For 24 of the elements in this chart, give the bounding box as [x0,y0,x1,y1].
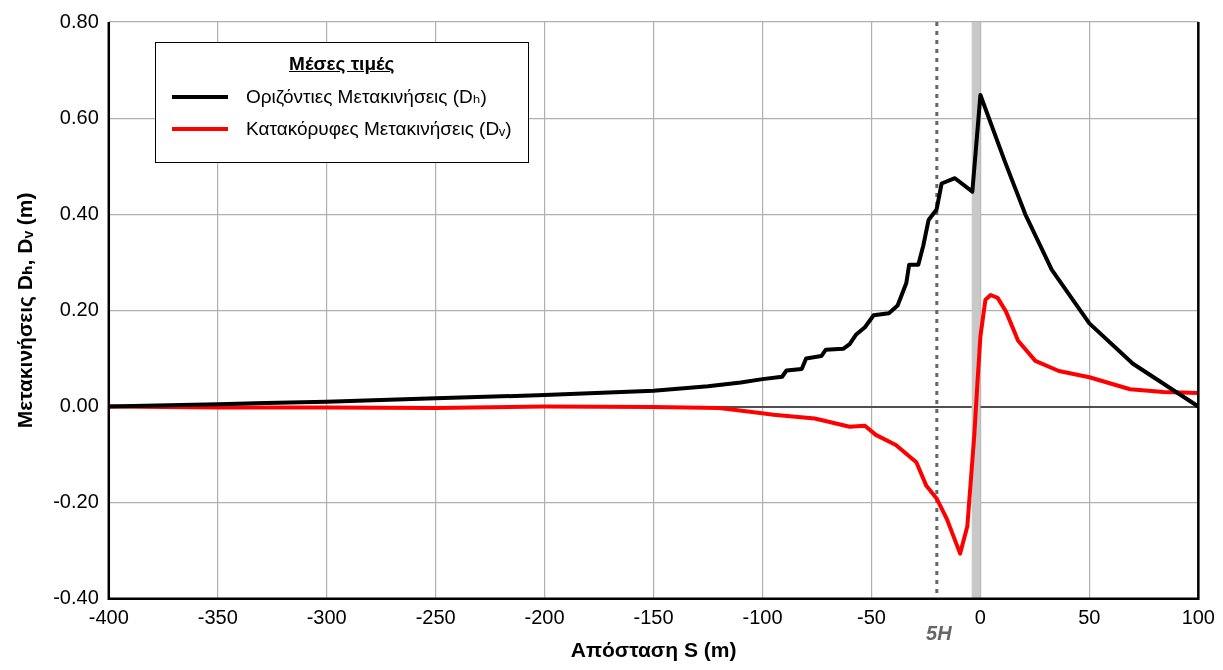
y-tick-label: 0.60 [59,105,99,128]
x-tick-label: 0 [974,606,986,629]
legend-label: Οριζόντιες Μετακινήσεις (Dₕ) [246,85,487,108]
x-tick-label: -300 [306,606,347,629]
y-axis-title: Μετακινήσεις Dₕ, Dᵥ (m) [13,192,38,429]
y-tick-label: 0.20 [59,297,99,320]
x-axis-title: Απόσταση S (m) [570,638,737,662]
x-tick-label: -100 [742,606,783,629]
legend-label: Κατακόρυφες Μετακινήσεις (Dᵥ) [246,118,512,140]
x-tick-label: -250 [415,606,456,629]
x-tick-label: -150 [633,606,674,629]
x-tick-label: -200 [524,606,565,629]
x-tick-label: -50 [857,606,886,629]
x-tick-label: -350 [197,606,238,629]
y-tick-label: 0.80 [59,9,99,32]
x-tick-label: 100 [1181,606,1215,629]
x-tick-label: -400 [88,606,129,629]
y-tick-label: 0.40 [59,201,99,224]
legend-title: Μέσες τιμές [288,53,396,75]
x-tick-label: 50 [1078,606,1101,629]
y-tick-label: -0.40 [53,586,99,609]
y-tick-label: 0.00 [59,394,99,417]
y-tick-label: -0.20 [53,490,99,513]
ref-line-label: 5H [926,622,953,645]
